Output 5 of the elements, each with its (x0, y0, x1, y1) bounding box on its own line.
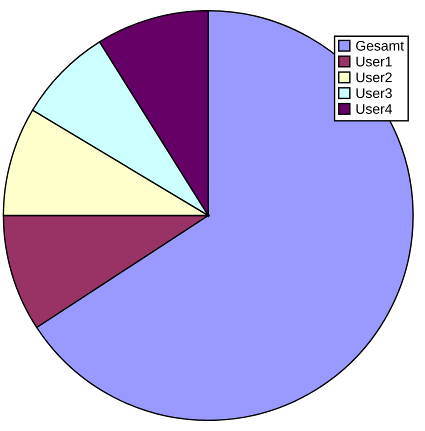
legend-label: User3 (356, 88, 392, 98)
legend-label: User1 (356, 56, 392, 66)
legend-label: User2 (356, 72, 392, 82)
legend-label: Gesamt (356, 40, 404, 51)
legend-label: User4 (356, 104, 392, 114)
